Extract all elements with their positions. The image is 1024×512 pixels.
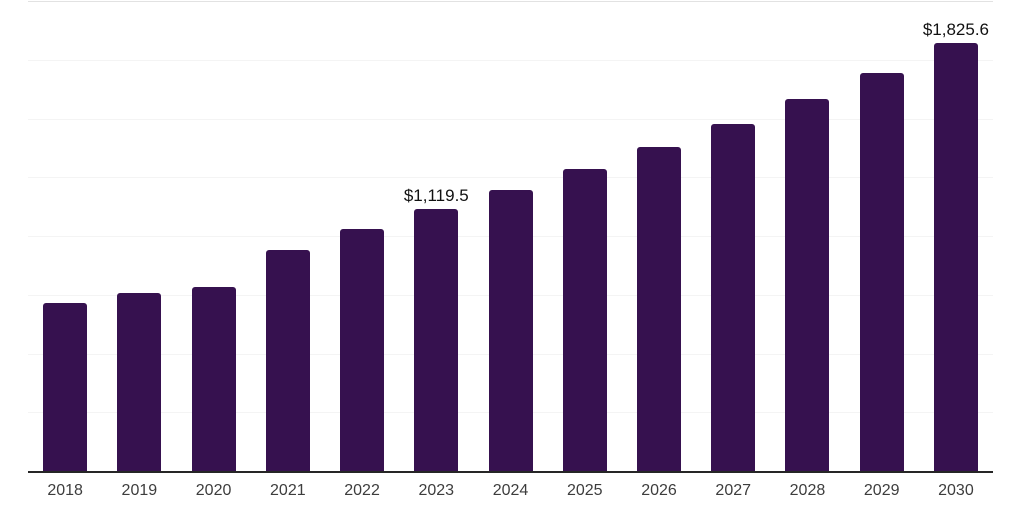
bar-2028 — [785, 99, 830, 472]
x-tick-2018: 2018 — [47, 482, 83, 499]
x-tick-2024: 2024 — [492, 482, 529, 499]
x-tick-2028: 2028 — [789, 482, 826, 499]
bar-group-2030: $1,825.6 — [919, 2, 993, 472]
x-tick-2023: 2023 — [418, 482, 455, 499]
bar-2024 — [488, 190, 533, 472]
bar-group-2019 — [102, 2, 176, 472]
bar-group-2023: $1,119.5 — [399, 2, 473, 472]
data-label-2023: $1,119.5 — [403, 185, 469, 205]
x-tick-2020: 2020 — [195, 482, 232, 499]
bar-group-2029 — [845, 2, 919, 472]
bar-2027 — [711, 124, 756, 472]
bar-group-2026 — [622, 2, 696, 472]
gridline-2000 — [28, 1, 993, 2]
data-label-2030: $1,825.6 — [922, 19, 990, 39]
bar-group-2028 — [770, 2, 844, 472]
x-tick-2021: 2021 — [270, 482, 306, 499]
bar-group-2020 — [176, 2, 250, 472]
bars: $1,119.5 $1,825.6 — [28, 2, 993, 472]
x-axis-line — [28, 471, 993, 473]
plot-area: $1,119.5 $1,825.6 — [28, 1, 993, 473]
bar-2021 — [265, 250, 310, 472]
bar-group-2027 — [696, 2, 770, 472]
bar-2023 — [414, 208, 459, 472]
bar-group-2018 — [28, 2, 102, 472]
bar-2019 — [117, 293, 162, 472]
x-tick-2026: 2026 — [641, 482, 677, 499]
bar-group-2024 — [473, 2, 547, 472]
x-axis-labels: 2018 2019 2020 2021 2022 2023 2024 2025 2026 2027… — [28, 481, 993, 500]
bar-2018 — [43, 303, 88, 472]
x-tick-2022: 2022 — [344, 482, 380, 499]
bar-group-2022 — [325, 2, 399, 472]
gridline-1250 — [28, 177, 993, 179]
bar-2025 — [562, 169, 607, 472]
bar-group-2025 — [548, 2, 622, 472]
bar-2029 — [859, 72, 904, 472]
x-tick-2025: 2025 — [566, 482, 603, 499]
bar-group-2021 — [251, 2, 325, 472]
x-tick-2030: 2030 — [938, 482, 974, 499]
bar-2030 — [933, 42, 978, 472]
x-tick-2029: 2029 — [863, 482, 900, 499]
x-tick-2019: 2019 — [121, 482, 158, 499]
x-tick-2027: 2027 — [715, 482, 752, 499]
gridline-1750 — [28, 59, 993, 61]
bar-2022 — [340, 228, 385, 472]
bar-2026 — [636, 147, 681, 472]
gridline-1500 — [28, 118, 993, 120]
bar-2020 — [191, 287, 236, 472]
